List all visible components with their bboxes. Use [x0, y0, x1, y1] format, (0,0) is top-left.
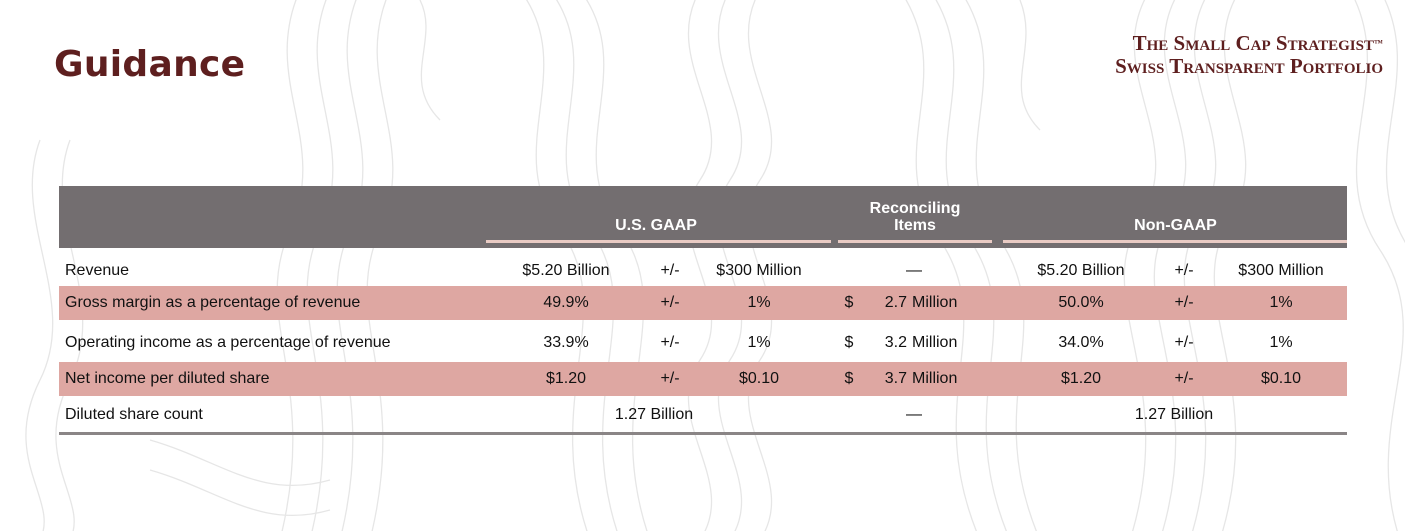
header-underline-reconciling — [838, 240, 992, 243]
non-gaap-range: 1% — [1269, 334, 1293, 351]
gaap-range: $300 Million — [716, 262, 802, 279]
table-header: U.S. GAAP Reconciling Items Non-GAAP — [59, 186, 1347, 248]
gaap-plus-minus: +/- — [660, 294, 680, 311]
header-reconciling-items: Reconciling Items — [839, 200, 991, 234]
gaap-plus-minus: +/- — [660, 262, 680, 279]
brand-logo: The Small Cap Strategist™ Swiss Transpar… — [1115, 32, 1383, 78]
non-gaap-range: 1% — [1269, 294, 1293, 311]
page-title: Guidance — [54, 44, 246, 85]
table-row: Operating income as a percentage of reve… — [59, 326, 1347, 360]
reconciling-amount: 3.2 — [884, 334, 907, 351]
non-gaap-plus-minus: +/- — [1174, 334, 1194, 351]
reconciling-amount: 3.7 — [884, 370, 907, 387]
reconciling-unit — [912, 254, 982, 288]
reconciling-unit: Million — [912, 294, 958, 311]
table-row: Gross margin as a percentage of revenue 4… — [59, 286, 1347, 320]
gaap-range: 1% — [747, 294, 771, 311]
header-reconciling-line-1: Reconciling — [869, 200, 961, 217]
guidance-table: U.S. GAAP Reconciling Items Non-GAAP Rev… — [59, 186, 1347, 436]
reconciling-dollar-sign: $ — [844, 334, 854, 351]
gaap-plus-minus: +/- — [660, 334, 680, 351]
reconciling-amount: 2.7 — [884, 294, 907, 311]
table-bottom-rule — [59, 432, 1347, 435]
header-us-gaap: U.S. GAAP — [615, 217, 697, 234]
gaap-value: $5.20 Billion — [522, 262, 610, 279]
non-gaap-value: 50.0% — [1058, 294, 1104, 311]
reconciling-dollar-sign: $ — [844, 294, 854, 311]
header-reconciling-line-2: Items — [894, 217, 936, 234]
non-gaap-plus-minus: +/- — [1174, 294, 1194, 311]
row-label: Gross margin as a percentage of revenue — [65, 294, 361, 311]
gaap-value: $1.20 — [545, 370, 587, 387]
non-gaap-range: $300 Million — [1238, 262, 1324, 279]
gaap-range: $0.10 — [738, 370, 780, 387]
table-row-share-count: Diluted share count 1.27 Billion — 1.27 … — [59, 398, 1347, 432]
non-gaap-value: 1.27 Billion — [1134, 406, 1214, 423]
brand-line-1: The Small Cap Strategist — [1132, 31, 1374, 55]
non-gaap-value: 34.0% — [1058, 334, 1104, 351]
non-gaap-range: $0.10 — [1260, 370, 1302, 387]
gaap-value: 49.9% — [543, 294, 589, 311]
reconciling-value: — — [906, 406, 922, 423]
table-row: Revenue $5.20 Billion +/- $300 Million — $5.2… — [59, 254, 1347, 288]
reconciling-amount: — — [906, 262, 922, 279]
header-underline-non-gaap — [1003, 240, 1347, 243]
non-gaap-plus-minus: +/- — [1174, 370, 1194, 387]
gaap-plus-minus: +/- — [660, 370, 680, 387]
non-gaap-value: $1.20 — [1060, 370, 1102, 387]
row-label: Diluted share count — [65, 406, 203, 423]
table-row: Net income per diluted share $1.20 +/- $0.1… — [59, 362, 1347, 396]
gaap-value: 33.9% — [543, 334, 589, 351]
trademark-symbol: ™ — [1374, 38, 1383, 48]
header-non-gaap: Non-GAAP — [1134, 217, 1217, 234]
reconciling-unit: Million — [912, 334, 958, 351]
non-gaap-plus-minus: +/- — [1174, 262, 1194, 279]
row-label: Revenue — [65, 262, 130, 279]
row-label: Operating income as a percentage of reve… — [65, 334, 391, 351]
reconciling-dollar-sign: $ — [844, 370, 854, 387]
brand-line-2: Swiss Transparent Portfolio — [1115, 54, 1383, 78]
row-label: Net income per diluted share — [65, 370, 270, 387]
reconciling-unit: Million — [912, 370, 958, 387]
non-gaap-value: $5.20 Billion — [1037, 262, 1125, 279]
header-underline-gaap — [486, 240, 831, 243]
gaap-range: 1% — [747, 334, 771, 351]
gaap-value: 1.27 Billion — [614, 406, 694, 423]
